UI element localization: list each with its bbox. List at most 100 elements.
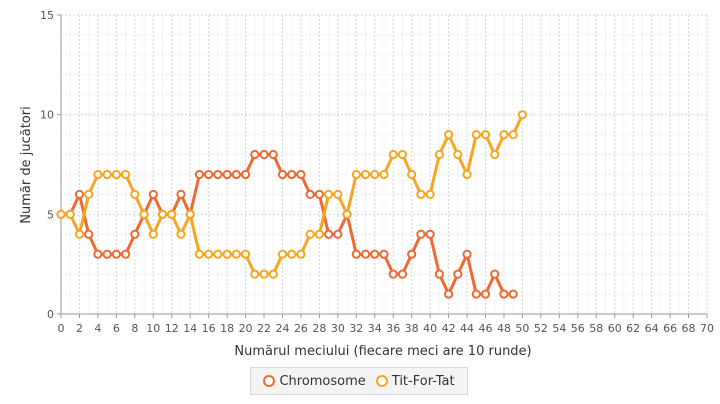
legend: Chromosome Tit-For-Tat (250, 367, 468, 395)
y-tick-label: 10 (40, 109, 54, 122)
x-tick-label: 62 (626, 322, 640, 335)
data-point-tit-for-tat (176, 229, 186, 239)
x-tick-label: 26 (294, 322, 308, 335)
data-point-tit-for-tat (259, 269, 269, 279)
data-point-chromosome (111, 249, 121, 259)
data-point-tit-for-tat (139, 209, 149, 219)
data-point-chromosome (425, 229, 435, 239)
x-tick-label: 18 (220, 322, 234, 335)
data-point-chromosome (397, 269, 408, 279)
data-point-tit-for-tat (517, 110, 528, 120)
data-point-tit-for-tat (74, 229, 85, 239)
x-tick-label: 32 (349, 322, 363, 335)
x-tick-label: 38 (405, 322, 419, 335)
data-point-tit-for-tat (407, 169, 417, 180)
data-point-chromosome (277, 169, 288, 180)
data-point-tit-for-tat (102, 169, 112, 180)
x-tick-label: 70 (700, 322, 714, 335)
x-tick-label: 58 (589, 322, 603, 335)
data-point-tit-for-tat (508, 130, 518, 140)
data-point-tit-for-tat (148, 229, 158, 239)
data-point-chromosome (416, 229, 426, 239)
data-point-tit-for-tat (185, 209, 195, 219)
data-point-chromosome (240, 169, 251, 180)
data-point-tit-for-tat (490, 149, 500, 160)
data-point-tit-for-tat (397, 149, 408, 160)
y-tick-label: 15 (40, 9, 54, 22)
data-point-chromosome (148, 189, 158, 199)
x-tick-label: 22 (257, 322, 271, 335)
data-point-chromosome (499, 289, 509, 299)
data-point-chromosome (74, 189, 85, 199)
x-tick-label: 4 (94, 322, 101, 335)
data-point-tit-for-tat (370, 169, 380, 180)
x-tick-label: 52 (534, 322, 548, 335)
data-point-tit-for-tat (194, 249, 205, 259)
x-tick-label: 6 (113, 322, 120, 335)
data-point-tit-for-tat (111, 169, 121, 180)
data-point-tit-for-tat (388, 149, 398, 160)
data-point-tit-for-tat (351, 169, 361, 180)
data-point-chromosome (508, 289, 518, 299)
data-point-tit-for-tat (130, 189, 140, 199)
data-point-chromosome (287, 169, 297, 180)
data-point-chromosome (296, 169, 306, 180)
x-tick-label: 44 (460, 322, 474, 335)
data-point-tit-for-tat (360, 169, 371, 180)
x-tick-label: 36 (386, 322, 400, 335)
data-point-tit-for-tat (65, 209, 75, 219)
grid (60, 14, 708, 315)
data-point-tit-for-tat (93, 169, 103, 180)
data-point-chromosome (268, 149, 278, 160)
x-tick-label: 60 (608, 322, 622, 335)
x-tick-label: 34 (368, 322, 382, 335)
x-tick-label: 46 (479, 322, 493, 335)
data-point-chromosome (121, 249, 131, 259)
x-tick-label: 2 (76, 322, 83, 335)
data-point-tit-for-tat (204, 249, 214, 259)
data-point-chromosome (370, 249, 380, 259)
data-point-chromosome (259, 149, 269, 160)
data-point-chromosome (434, 269, 444, 279)
x-tick-label: 68 (682, 322, 696, 335)
data-point-chromosome (222, 169, 232, 180)
data-point-tit-for-tat (499, 130, 509, 140)
data-point-chromosome (360, 249, 371, 259)
data-point-tit-for-tat (250, 269, 260, 279)
data-point-chromosome (231, 169, 241, 180)
data-point-chromosome (194, 169, 205, 180)
data-point-tit-for-tat (333, 189, 343, 199)
legend-item-tit-for-tat[interactable]: Tit-For-Tat (375, 374, 455, 389)
legend-label-chromosome: Chromosome (279, 373, 366, 389)
y-tick-label: 0 (47, 308, 54, 321)
data-point-tit-for-tat (157, 209, 168, 219)
data-point-chromosome (102, 249, 112, 259)
axes: 0 2 4 6 8 10 12 14 16 18 20 22 24 26 28 30 32 34 36 38 40 42 4… (40, 9, 714, 335)
data-point-tit-for-tat (268, 269, 278, 279)
data-point-tit-for-tat (425, 189, 435, 199)
x-tick-label: 30 (331, 322, 345, 335)
data-point-chromosome (407, 249, 417, 259)
series-layer (56, 110, 528, 299)
x-tick-label: 0 (58, 322, 65, 335)
x-tick-label: 24 (275, 322, 289, 335)
data-point-tit-for-tat (121, 169, 131, 180)
y-tick-label: 5 (47, 208, 54, 221)
legend-item-chromosome[interactable]: Chromosome (263, 373, 366, 389)
y-axis-title: Număr de jucători (19, 106, 34, 223)
x-tick-label: 54 (552, 322, 566, 335)
data-point-tit-for-tat (213, 249, 223, 259)
data-point-chromosome (333, 229, 343, 239)
data-point-tit-for-tat (480, 130, 491, 140)
x-tick-label: 42 (442, 322, 456, 335)
data-point-chromosome (490, 269, 500, 279)
data-point-chromosome (453, 269, 463, 279)
data-point-chromosome (388, 269, 398, 279)
data-point-chromosome (305, 189, 315, 199)
data-point-tit-for-tat (167, 209, 177, 219)
data-point-chromosome (324, 229, 334, 239)
x-axis-title: Numărul meciului (fiecare meci are 10 ru… (234, 344, 531, 359)
data-point-tit-for-tat (471, 130, 481, 140)
